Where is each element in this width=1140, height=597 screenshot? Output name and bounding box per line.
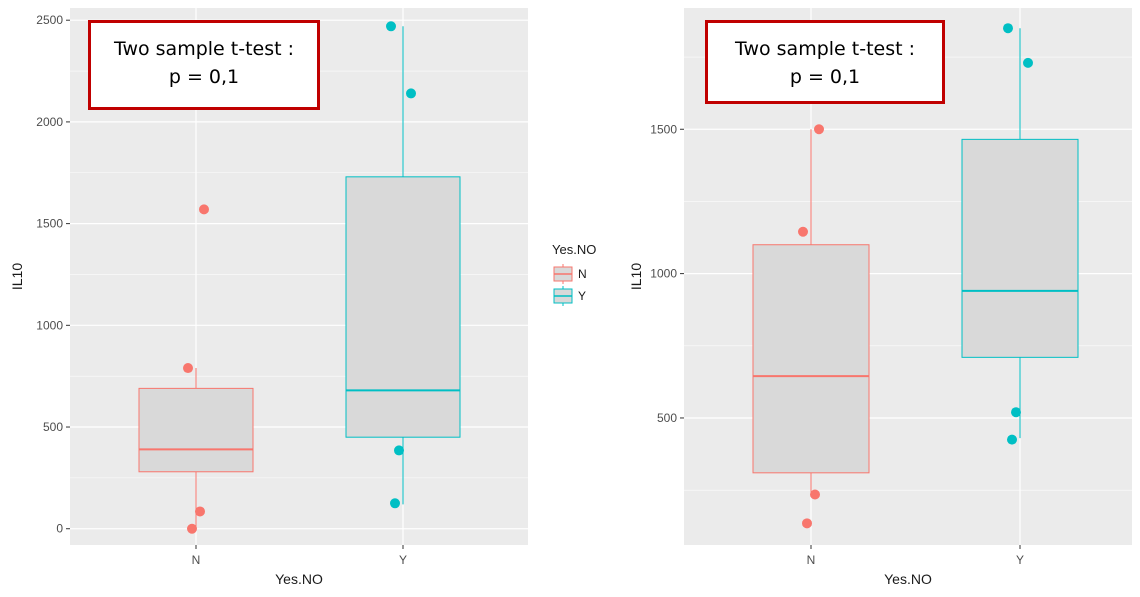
x-tick-label: Y <box>1016 553 1024 567</box>
legend-label-n: N <box>578 267 587 281</box>
y-tick-label: 1500 <box>36 217 63 231</box>
data-point <box>394 445 404 456</box>
annotation-line-1: Two sample t-test : <box>734 38 916 60</box>
legend-key-n-icon <box>553 264 573 284</box>
y-tick-label: 0 <box>56 522 63 536</box>
t-test-annotation-left: Two sample t-test : p = 0,1 <box>88 20 320 110</box>
legend: Yes.NO N Y <box>552 242 596 307</box>
x-axis-title: Yes.NO <box>884 571 932 587</box>
data-point <box>814 124 824 135</box>
y-tick-label: 1000 <box>650 267 677 281</box>
legend-title: Yes.NO <box>552 242 597 257</box>
y-tick-label: 1000 <box>36 318 63 332</box>
legend-key-y-icon <box>553 286 573 306</box>
legend-label-y: Y <box>578 289 587 303</box>
data-point <box>199 204 209 215</box>
box-iqr <box>752 244 870 474</box>
legend-item-n: N <box>552 263 596 285</box>
data-point <box>1023 57 1033 68</box>
box-y <box>345 21 461 509</box>
annotation-line-2: p = 0,1 <box>168 66 240 88</box>
x-tick-label: Y <box>399 553 407 567</box>
data-point <box>802 518 812 529</box>
y-tick-label: 500 <box>657 411 677 425</box>
box-iqr <box>138 387 254 473</box>
box-n <box>138 204 254 534</box>
t-test-annotation-right: Two sample t-test : p = 0,1 <box>705 20 945 104</box>
data-point <box>187 523 197 534</box>
data-point <box>406 88 416 99</box>
box-iqr <box>961 138 1079 358</box>
x-axis-title: Yes.NO <box>275 571 323 587</box>
data-point <box>390 498 400 509</box>
annotation-line-2: p = 0,1 <box>789 66 861 88</box>
y-axis-title: IL10 <box>628 263 644 290</box>
box-n <box>752 124 870 529</box>
box-y <box>961 23 1079 445</box>
data-point <box>798 226 808 237</box>
annotation-line-1: Two sample t-test : <box>113 38 295 60</box>
x-tick-label: N <box>192 553 201 567</box>
legend-item-y: Y <box>552 285 596 307</box>
data-point <box>195 506 205 517</box>
data-point <box>1003 23 1013 34</box>
data-point <box>810 489 820 500</box>
y-tick-label: 2500 <box>36 13 63 27</box>
data-point <box>1011 407 1021 418</box>
y-tick-label: 500 <box>43 420 63 434</box>
data-point <box>183 363 193 374</box>
y-axis-title: IL10 <box>9 263 25 290</box>
data-point <box>1007 434 1017 445</box>
x-tick-label: N <box>807 553 816 567</box>
y-tick-label: 2000 <box>36 115 63 129</box>
box-iqr <box>345 176 461 438</box>
data-point <box>386 21 396 32</box>
y-tick-label: 1500 <box>650 122 677 136</box>
